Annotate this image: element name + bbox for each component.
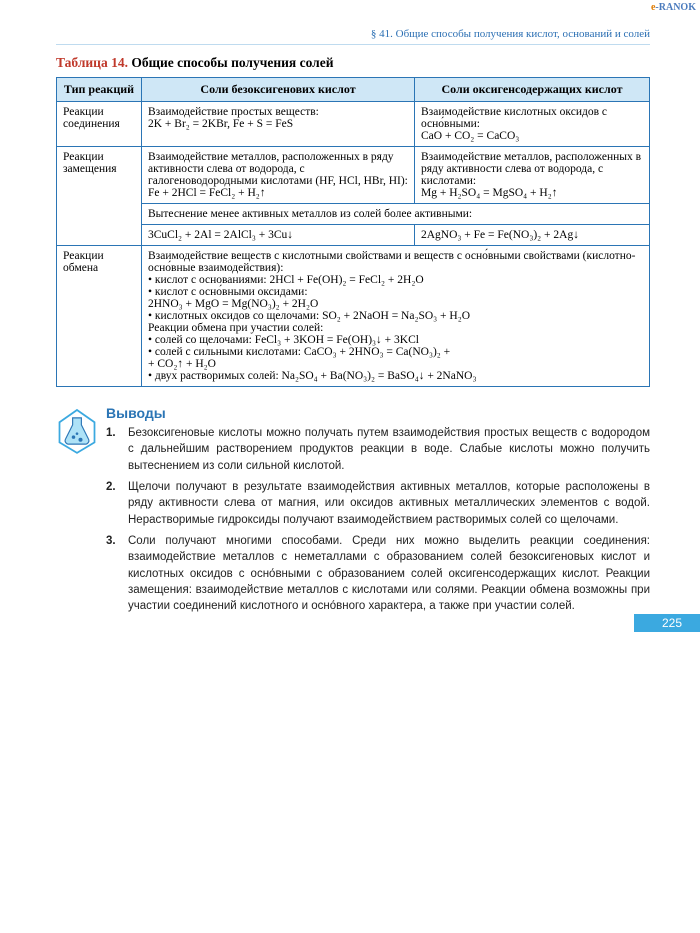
table-row: 3CuCl₂ + 2Al = 2AlCl₃ + 3Cu↓ 2AgNO₃ + Fe… (57, 225, 650, 246)
table-row: Реакции соединения Взаимодействие просты… (57, 102, 650, 147)
list-item: 2.Щелочи получают в результате взаимодей… (106, 479, 650, 528)
col-anox: Соли безоксигенових кислот (142, 78, 415, 102)
list-item: 3.Соли получают многими способами. Среди… (106, 533, 650, 615)
section-header: § 41. Общие способы получения кислот, ос… (56, 28, 650, 45)
conclusions-title: Выводы (106, 405, 650, 421)
table-row: Реакции обмена Взаимодействие веществ с … (57, 246, 650, 387)
flask-icon (56, 405, 100, 460)
page-number: 225 (634, 614, 700, 632)
table-row: Вытеснение менее активных металлов из со… (57, 204, 650, 225)
brand-logo: e-RANOK (651, 2, 696, 13)
salts-table: Тип реакций Соли безоксигенових кислот С… (56, 77, 650, 387)
table-row: Реакции замещения Взаимодействие металло… (57, 147, 650, 204)
conclusions-list: 1.Безоксигеновые кислоты можно получать … (106, 425, 650, 615)
table-title: Таблица 14. Общие способы получения соле… (56, 55, 650, 71)
conclusions-block: Выводы 1.Безоксигеновые кислоты можно по… (56, 405, 650, 620)
col-type: Тип реакций (57, 78, 142, 102)
col-ox: Соли оксигенсодержащих кислот (415, 78, 650, 102)
list-item: 1.Безоксигеновые кислоты можно получать … (106, 425, 650, 474)
